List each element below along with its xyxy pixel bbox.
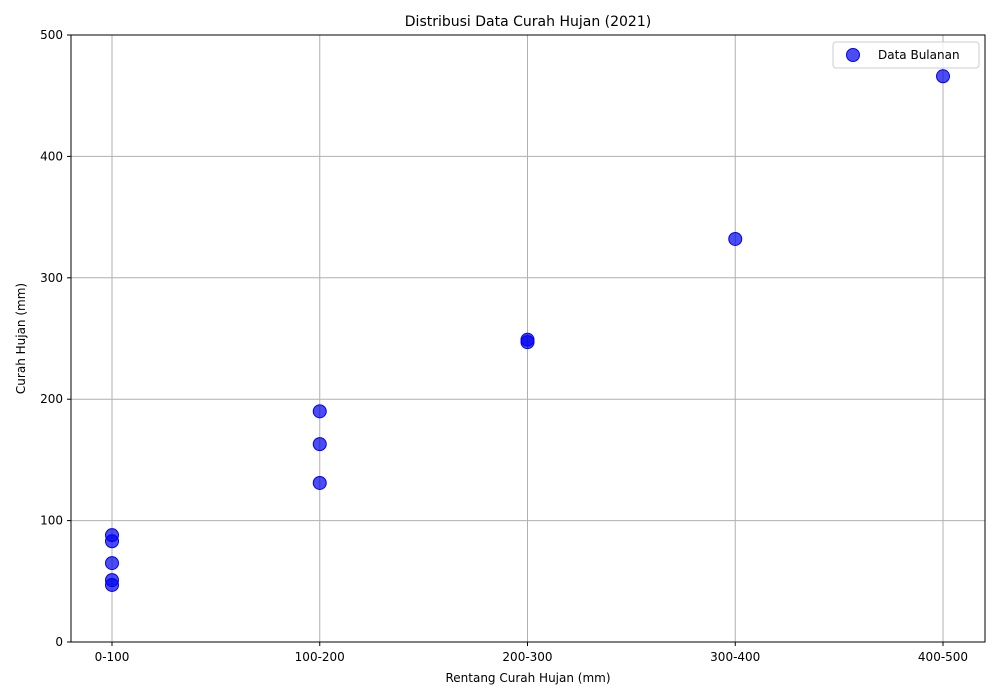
data-point <box>105 556 119 571</box>
y-tick-label: 200 <box>40 392 63 406</box>
data-point <box>105 577 119 592</box>
x-tick-label: 0-100 <box>95 650 130 664</box>
x-tick-label: 400-500 <box>918 650 968 664</box>
y-tick-label: 0 <box>55 635 63 649</box>
legend: Data Bulanan <box>832 41 980 69</box>
y-tick-label: 400 <box>40 149 63 163</box>
data-point <box>312 475 327 490</box>
legend-box <box>832 41 980 69</box>
axis-ticks: 0-100 100-200 200-300 300-400 400-500 0 100 200… <box>40 28 968 664</box>
x-tick-label: 200-300 <box>502 650 552 664</box>
data-points <box>105 69 950 592</box>
y-tick-label: 300 <box>40 271 63 285</box>
y-axis-title: Curah Hujan (mm) <box>14 283 28 394</box>
data-point <box>312 437 327 452</box>
legend-label: Data Bulanan <box>878 48 960 62</box>
data-point <box>105 534 119 549</box>
data-point <box>728 231 743 246</box>
x-tick-label: 300-400 <box>710 650 760 664</box>
legend-marker <box>846 48 860 62</box>
data-point <box>936 69 950 84</box>
data-point <box>520 335 535 350</box>
y-tick-label: 100 <box>40 514 63 528</box>
x-axis-title: Rentang Curah Hujan (mm) <box>445 671 610 685</box>
chart-title: Distribusi Data Curah Hujan (2021) <box>405 14 651 30</box>
x-tick-label: 100-200 <box>295 650 345 664</box>
data-point <box>312 404 327 419</box>
y-tick-label: 500 <box>40 28 63 42</box>
